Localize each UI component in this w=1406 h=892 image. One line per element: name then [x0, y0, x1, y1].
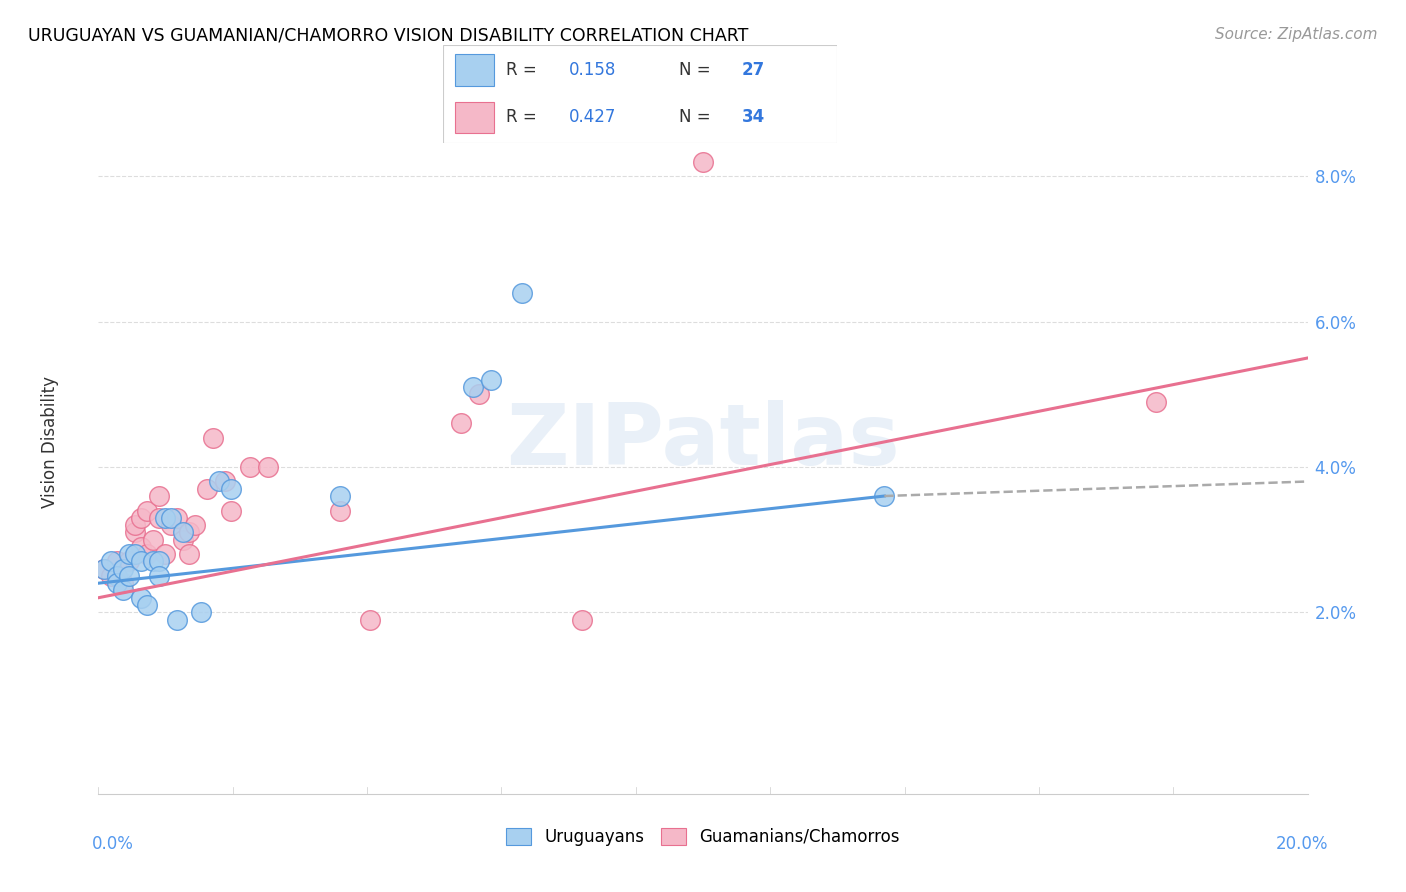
Point	[450, 417, 472, 431]
Point	[93, 562, 115, 576]
Point	[468, 387, 491, 401]
Text: 27: 27	[742, 62, 765, 79]
Point	[93, 562, 115, 576]
Point	[142, 554, 165, 568]
Point	[105, 569, 128, 583]
Point	[481, 373, 503, 387]
Point	[239, 460, 262, 475]
Point	[118, 569, 141, 583]
FancyBboxPatch shape	[443, 45, 837, 143]
Point	[124, 525, 146, 540]
Point	[166, 511, 188, 525]
Text: URUGUAYAN VS GUAMANIAN/CHAMORRO VISION DISABILITY CORRELATION CHART: URUGUAYAN VS GUAMANIAN/CHAMORRO VISION D…	[28, 27, 748, 45]
Point	[160, 511, 183, 525]
Point	[105, 576, 128, 591]
Point	[873, 489, 896, 503]
Point	[100, 554, 122, 568]
Point	[329, 489, 352, 503]
Point	[129, 554, 152, 568]
Point	[160, 518, 183, 533]
Point	[1144, 394, 1167, 409]
Text: R =: R =	[506, 62, 541, 79]
Point	[256, 460, 278, 475]
Text: ZIPatlas: ZIPatlas	[506, 400, 900, 483]
Point	[129, 540, 152, 554]
Point	[360, 613, 382, 627]
Point	[166, 613, 188, 627]
Text: 34: 34	[742, 108, 765, 126]
Point	[111, 583, 134, 598]
Point	[172, 525, 194, 540]
Point	[148, 489, 170, 503]
Point	[129, 591, 152, 605]
Point	[329, 503, 352, 517]
Text: 0.0%: 0.0%	[91, 835, 134, 853]
Text: Source: ZipAtlas.com: Source: ZipAtlas.com	[1215, 27, 1378, 42]
Point	[153, 511, 176, 525]
Point	[124, 547, 146, 561]
Point	[118, 554, 141, 568]
Point	[179, 525, 201, 540]
Point	[202, 431, 225, 445]
Point	[111, 576, 134, 591]
Point	[148, 554, 170, 568]
Text: N =: N =	[679, 62, 716, 79]
Text: 0.427: 0.427	[569, 108, 616, 126]
Legend: Uruguayans, Guamanians/Chamorros: Uruguayans, Guamanians/Chamorros	[499, 821, 907, 853]
Text: Vision Disability: Vision Disability	[41, 376, 59, 508]
Point	[142, 533, 165, 547]
Text: 20.0%: 20.0%	[1277, 835, 1329, 853]
Point	[148, 569, 170, 583]
Point	[172, 533, 194, 547]
Point	[179, 547, 201, 561]
Point	[111, 562, 134, 576]
Point	[692, 154, 714, 169]
Point	[135, 598, 157, 612]
Point	[129, 511, 152, 525]
Point	[105, 554, 128, 568]
Point	[463, 380, 485, 394]
Point	[135, 547, 157, 561]
Bar	[454, 54, 494, 86]
Point	[118, 547, 141, 561]
Point	[195, 482, 218, 496]
Bar	[454, 102, 494, 133]
Point	[208, 475, 231, 489]
Point	[148, 511, 170, 525]
Text: N =: N =	[679, 108, 716, 126]
Point	[100, 569, 122, 583]
Text: R =: R =	[506, 108, 541, 126]
Point	[510, 285, 533, 300]
Point	[571, 613, 593, 627]
Point	[221, 503, 243, 517]
Point	[190, 605, 212, 619]
Text: 0.158: 0.158	[569, 62, 616, 79]
Point	[153, 547, 176, 561]
Point	[135, 503, 157, 517]
Point	[214, 475, 236, 489]
Point	[184, 518, 207, 533]
Point	[124, 518, 146, 533]
Point	[221, 482, 243, 496]
